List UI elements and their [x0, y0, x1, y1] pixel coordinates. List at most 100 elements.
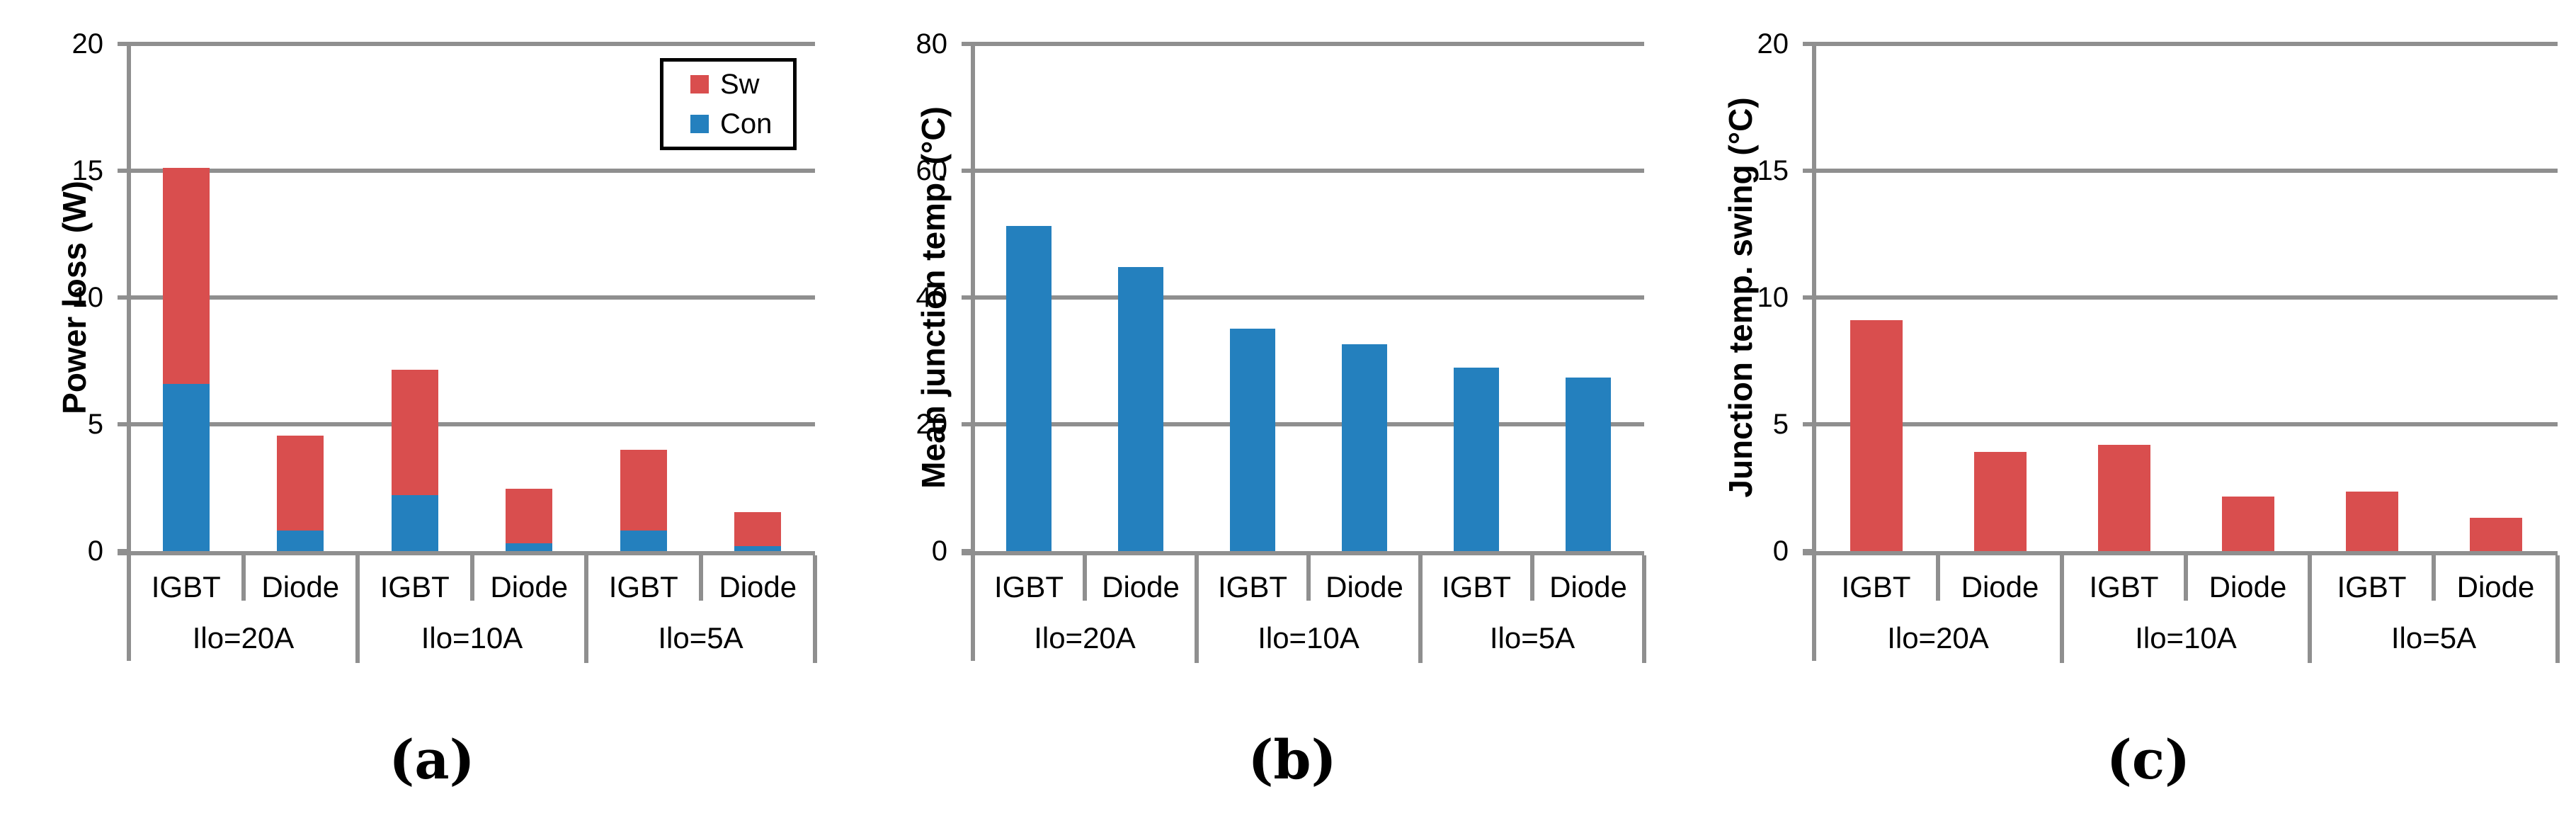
- bar-segment-b: [1454, 368, 1499, 551]
- category-label: Diode: [490, 570, 569, 604]
- category-label: IGBT: [2337, 570, 2407, 604]
- chart-panel-b: Mean junction temp. (°C) 0 20 40 60 80 IGBT Di…: [864, 0, 1721, 816]
- bar-segment-Sw: [506, 489, 553, 544]
- y-tick-label: 15: [1757, 155, 1789, 186]
- y-axis-line: [127, 42, 131, 661]
- bar-segment-b: [1342, 344, 1387, 551]
- y-tick-label: 15: [72, 155, 104, 186]
- chart-power-loss: 0 5 10 15 20 IGBT Diode IGBT Diode IGBT Diode Ilo=2…: [0, 0, 864, 816]
- category-label: Diode: [1326, 570, 1403, 604]
- gridline: [1814, 295, 2558, 300]
- chart-mean-junction-temp: 0 20 40 60 80 IGBT Diode IGBT Diode IGBT Diode Ilo=…: [864, 0, 1721, 816]
- group-label: Ilo=10A: [1258, 621, 1360, 654]
- y-axis-tick-mark: [118, 169, 129, 173]
- group-separator: [813, 555, 817, 663]
- legend-swatch-icon: [690, 75, 709, 94]
- bar-segment-Con: [277, 531, 324, 551]
- bar-segment-b: [1006, 225, 1052, 551]
- bar-segment-Sw: [620, 449, 667, 531]
- y-axis-tick-mark: [962, 42, 973, 46]
- y-axis-tick-mark: [118, 422, 129, 426]
- y-axis-tick-mark: [1803, 295, 1814, 300]
- y-axis-tick-mark: [1803, 422, 1814, 426]
- y-tick-label: 20: [1757, 28, 1789, 60]
- y-axis-tick-mark: [1803, 169, 1814, 173]
- category-label: IGBT: [1841, 570, 1911, 604]
- y-tick-label: 60: [916, 155, 948, 186]
- y-axis-tick-mark: [962, 295, 973, 300]
- gridline: [129, 42, 815, 46]
- y-axis-tick-mark: [118, 295, 129, 300]
- category-separator: [2184, 555, 2188, 601]
- legend-entry: Con: [690, 110, 793, 138]
- gridline: [129, 169, 815, 173]
- y-axis-tick-mark: [118, 42, 129, 46]
- category-separator: [241, 555, 246, 601]
- y-axis-line: [971, 42, 975, 661]
- legend-swatch-icon: [690, 115, 709, 133]
- category-label: Diode: [1549, 570, 1627, 604]
- group-separator: [355, 555, 360, 663]
- group-label: Ilo=10A: [421, 621, 523, 654]
- gridline: [973, 169, 1644, 173]
- gridline: [1814, 42, 2558, 46]
- group-label: Ilo=5A: [1489, 621, 1575, 654]
- y-tick-label: 10: [1757, 282, 1789, 313]
- bar-segment-c: [1973, 452, 2027, 551]
- group-label: Ilo=20A: [192, 621, 295, 654]
- category-label: Diode: [719, 570, 797, 604]
- gridline: [129, 295, 815, 300]
- y-tick-label: 0: [87, 536, 103, 567]
- category-label: IGBT: [151, 570, 221, 604]
- bar-segment-b: [1230, 328, 1275, 551]
- chart-panel-a: Power loss (W) 0 5 10 15 20 IGBT Diode IGBT Diod…: [0, 0, 864, 816]
- x-axis-line: [962, 551, 1644, 555]
- gridline: [129, 422, 815, 426]
- category-separator: [1306, 555, 1311, 601]
- category-label: Diode: [1961, 570, 2039, 604]
- bar-segment-Con: [506, 543, 553, 551]
- y-axis-tick-mark: [962, 422, 973, 426]
- legend-box: Sw Con: [660, 58, 797, 150]
- bar-segment-c: [1850, 320, 1903, 551]
- subfigure-caption-a: (a): [389, 728, 475, 791]
- category-label: IGBT: [1217, 570, 1287, 604]
- x-axis-line: [118, 551, 815, 555]
- group-separator: [2555, 555, 2560, 663]
- chart-panel-c: Junction temp. swing (°C) 0 5 10 15 20 IGBT Di…: [1721, 0, 2576, 816]
- legend-entry: Sw: [690, 70, 793, 98]
- y-tick-label: 5: [87, 409, 103, 440]
- x-axis-line: [1803, 551, 2558, 555]
- group-label: Ilo=10A: [2135, 621, 2237, 654]
- y-axis-tick-mark: [1803, 42, 1814, 46]
- bar-segment-Con: [734, 545, 782, 551]
- group-separator: [1195, 555, 1199, 663]
- category-label: Diode: [261, 570, 340, 604]
- category-separator: [1936, 555, 1940, 601]
- y-axis-tick-mark: [962, 169, 973, 173]
- category-separator: [2432, 555, 2436, 601]
- gridline: [1814, 169, 2558, 173]
- y-tick-label: 20: [916, 409, 948, 440]
- category-separator: [698, 555, 703, 601]
- gridline: [1814, 422, 2558, 426]
- chart-junction-temp-swing: 0 5 10 15 20 IGBT Diode IGBT Diode IGBT Diode Ilo=2…: [1721, 0, 2576, 816]
- group-separator: [2060, 555, 2064, 663]
- category-label: Diode: [2209, 570, 2287, 604]
- category-label: Diode: [1102, 570, 1180, 604]
- subfigure-caption-b: (b): [1248, 728, 1337, 791]
- gridline: [973, 422, 1644, 426]
- bar-segment-b: [1118, 267, 1163, 551]
- bar-segment-b: [1566, 377, 1611, 551]
- group-separator: [1418, 555, 1423, 663]
- y-tick-label: 40: [916, 282, 948, 313]
- bar-segment-Sw: [734, 511, 782, 546]
- gridline: [973, 295, 1644, 300]
- category-label: IGBT: [1441, 570, 1511, 604]
- category-label: IGBT: [380, 570, 450, 604]
- subfigure-caption-c: (c): [2106, 728, 2191, 791]
- category-separator: [1530, 555, 1534, 601]
- bar-segment-c: [2097, 444, 2150, 551]
- y-tick-label: 0: [931, 536, 947, 567]
